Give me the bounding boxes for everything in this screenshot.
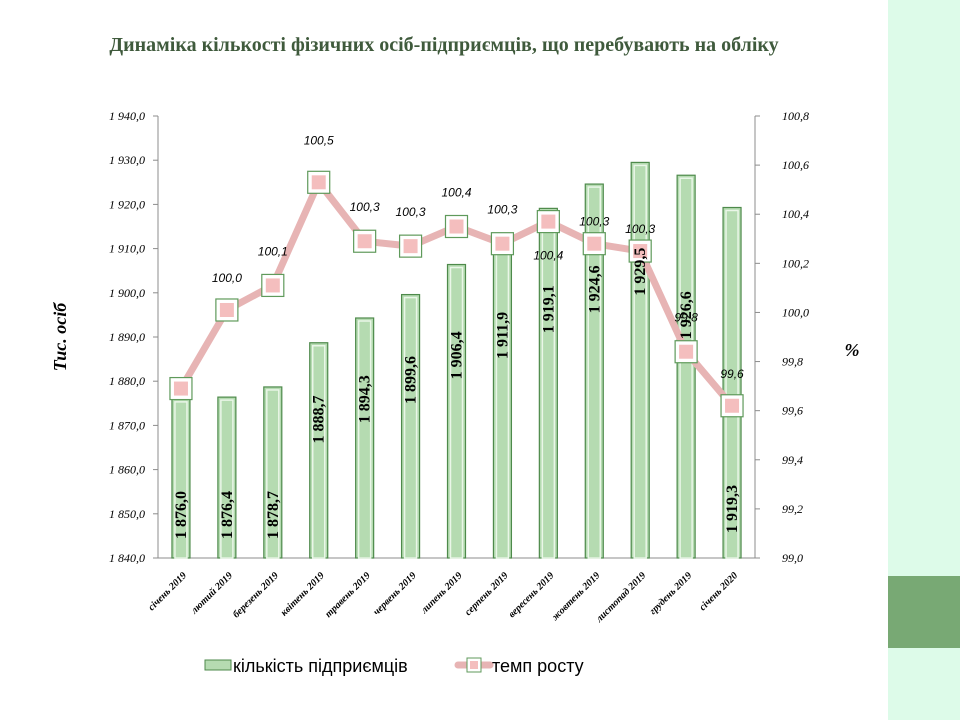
left-tick-label: 1 940,0 <box>109 109 145 123</box>
rate-marker-fill <box>403 239 418 254</box>
right-tick-label: 100,2 <box>782 256 809 270</box>
rate-marker-fill <box>587 236 602 251</box>
right-axis-title: % <box>845 340 860 360</box>
bar-highlight <box>403 296 418 559</box>
bar-value-label: 1 929,5 <box>632 248 649 296</box>
bar-highlight <box>633 164 647 559</box>
rate-value-label: 100,3 <box>487 203 517 217</box>
x-tick-label: квітень 2019 <box>279 570 327 618</box>
right-tick-label: 99,8 <box>782 355 803 369</box>
rate-marker-fill <box>495 236 510 251</box>
bar-value-label: 1 876,0 <box>173 491 190 539</box>
rate-value-label: 100,3 <box>625 222 655 236</box>
left-tick-label: 1 840,0 <box>109 551 145 565</box>
left-tick-label: 1 900,0 <box>109 286 145 300</box>
x-tick-label: вересень 2019 <box>507 570 557 620</box>
left-tick-label: 1 930,0 <box>109 153 145 167</box>
bar-value-label: 1 924,6 <box>586 265 603 313</box>
rate-marker-fill <box>173 381 188 396</box>
legend-marker-fill <box>470 661 478 669</box>
bar-value-label: 1 906,4 <box>449 331 466 379</box>
right-tick-label: 100,8 <box>782 109 809 123</box>
rate-value-label: 100,1 <box>258 244 288 258</box>
x-tick-label: червень 2019 <box>371 570 418 617</box>
rate-value-label: 99,6 <box>720 367 744 381</box>
bar-highlight <box>311 344 326 559</box>
bar-value-label: 1 911,9 <box>494 312 511 359</box>
rate-value-label: 100,0 <box>212 271 242 285</box>
bar-value-label: 1 876,4 <box>219 491 236 539</box>
rate-value-label: 100,5 <box>304 133 334 147</box>
rate-marker-fill <box>679 344 694 359</box>
legend-bar-label: кількість підприємців <box>233 656 408 676</box>
rate-marker-fill <box>633 244 648 259</box>
bar-value-label: 1 919,3 <box>724 485 741 533</box>
rate-marker-fill <box>357 234 372 249</box>
left-tick-label: 1 850,0 <box>109 507 145 521</box>
x-tick-label: лютий 2019 <box>188 570 235 617</box>
rate-marker-fill <box>265 278 280 293</box>
left-tick-label: 1 860,0 <box>109 463 145 477</box>
bar-highlight <box>220 399 234 559</box>
data-labels: 1 876,0 1 876,4 1 878,7 1 888,7 1 894,3 1 899… <box>173 133 744 539</box>
rate-value-label: 100,4 <box>533 249 563 263</box>
x-tick-label: січень 2019 <box>146 570 189 613</box>
rate-marker-fill <box>219 302 234 317</box>
right-tick-label: 99,4 <box>782 453 803 467</box>
left-axis-title: Тис. осіб <box>50 302 70 372</box>
rate-marker-fill <box>449 219 464 234</box>
rate-marker-fill <box>725 398 740 413</box>
bar-highlight <box>725 209 739 559</box>
rate-value-label: 99,8 <box>674 311 698 325</box>
legend-bar-swatch <box>204 659 232 671</box>
left-tick-label: 1 880,0 <box>109 374 145 388</box>
left-tick-label: 1 870,0 <box>109 418 145 432</box>
x-tick-label: травень 2019 <box>323 570 373 620</box>
bar-highlight <box>449 266 464 559</box>
bar-highlight <box>266 389 280 559</box>
left-tick-label: 1 890,0 <box>109 330 145 344</box>
right-tick-label: 100,6 <box>782 158 809 172</box>
side-accent-block <box>888 576 960 648</box>
bar-value-label: 1 894,3 <box>357 375 374 423</box>
bar-value-label: 1 899,6 <box>403 356 420 404</box>
left-tick-label: 1 910,0 <box>109 242 145 256</box>
chart: 1 840,0 1 850,0 1 860,0 1 870,0 1 880,0 1 890… <box>50 109 860 676</box>
rate-line <box>169 170 744 418</box>
rate-value-label: 100,3 <box>396 205 426 219</box>
x-tick-label: січень 2020 <box>697 570 740 613</box>
rate-value-label: 100,3 <box>579 215 609 229</box>
bar-value-label: 1 919,1 <box>540 285 557 333</box>
right-tick-label: 100,0 <box>782 305 809 319</box>
right-tick-label: 99,2 <box>782 502 803 516</box>
x-tick-label: липень 2019 <box>418 570 464 616</box>
bar-value-label: 1 888,7 <box>311 395 328 443</box>
left-tick-label: 1 920,0 <box>109 197 145 211</box>
rate-marker-fill <box>311 175 326 190</box>
bar-highlight <box>587 186 602 559</box>
legend: кількість підприємців темп росту <box>204 656 584 676</box>
chart-title: Динаміка кількості фізичних осіб-підприє… <box>109 34 779 56</box>
bar-value-label: 1 878,7 <box>265 491 282 539</box>
right-tick-label: 99,6 <box>782 404 803 418</box>
legend-line-label: темп росту <box>492 656 584 676</box>
right-tick-label: 99,0 <box>782 551 803 565</box>
right-tick-label: 100,4 <box>782 207 809 221</box>
bar-highlight <box>357 320 372 559</box>
bar-highlight <box>679 177 693 559</box>
bar-highlight <box>174 401 188 559</box>
rate-value-label: 100,4 <box>441 186 471 200</box>
rate-marker-fill <box>541 214 556 229</box>
bars <box>171 161 742 559</box>
x-tick-label: грудень 2019 <box>648 570 695 617</box>
bar-value-label: 1 926,6 <box>678 291 695 339</box>
x-tick-label: березень 2019 <box>231 570 281 620</box>
rate-value-label: 100,3 <box>350 200 380 214</box>
x-tick-label: серпень 2019 <box>463 570 511 618</box>
